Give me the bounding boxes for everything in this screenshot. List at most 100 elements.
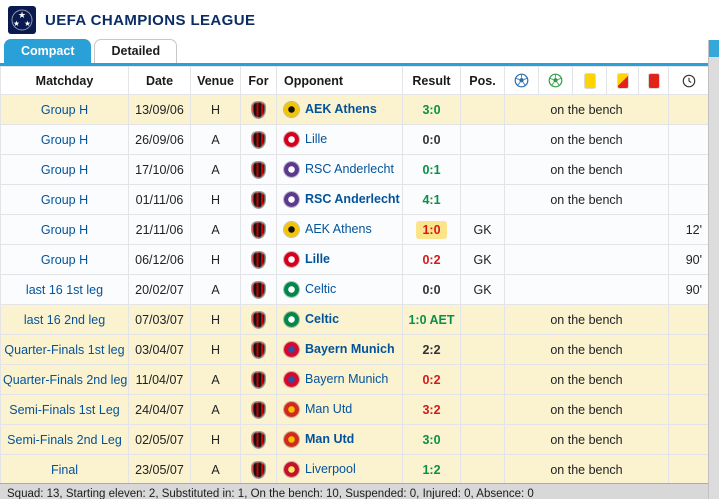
position: GK xyxy=(460,244,505,275)
page-header: ★ ★ ★ UEFA CHAMPIONS LEAGUE xyxy=(0,0,719,40)
position xyxy=(460,454,505,485)
uefa-champions-league-starball-logo: ★ ★ ★ xyxy=(8,6,36,34)
tab-detailed[interactable]: Detailed xyxy=(94,39,178,63)
venue-indicator: A xyxy=(190,454,241,485)
matchday-link[interactable]: Semi-Finals 2nd Leg xyxy=(7,432,122,447)
match-result: 1:0 AET xyxy=(408,312,455,327)
ac-milan-logo xyxy=(252,311,265,328)
matchday-link[interactable]: Group H xyxy=(40,252,89,267)
opponent-link[interactable]: AEK Athens xyxy=(305,221,372,236)
col-header-pos: Pos. xyxy=(460,66,505,95)
position: GK xyxy=(460,274,505,305)
opponent-link[interactable]: Man Utd xyxy=(305,431,355,446)
appearance-status xyxy=(504,274,669,305)
svg-text:★: ★ xyxy=(24,19,31,28)
table-row: Group H 06/12/06 H Lille 0:2 GK 90' xyxy=(0,244,709,275)
venue-indicator: H xyxy=(190,334,241,365)
opponent-link[interactable]: RSC Anderlecht xyxy=(305,191,400,206)
col-header-yellow-cards xyxy=(572,66,607,95)
vertical-scrollbar[interactable] xyxy=(708,40,719,499)
match-date: 17/10/06 xyxy=(128,154,191,185)
minutes-played xyxy=(668,94,709,125)
match-result: 1:2 xyxy=(422,462,441,477)
position xyxy=(460,124,505,155)
matchday-link[interactable]: Group H xyxy=(40,102,89,117)
opponent-logo xyxy=(284,342,299,358)
minutes-played: 90' xyxy=(668,244,709,275)
tab-compact[interactable]: Compact xyxy=(4,39,92,63)
match-date: 06/12/06 xyxy=(128,244,191,275)
matchday-link[interactable]: Quarter-Finals 1st leg xyxy=(4,342,125,357)
matchday-link[interactable]: Final xyxy=(50,462,79,477)
match-date: 20/02/07 xyxy=(128,274,191,305)
opponent-link[interactable]: Liverpool xyxy=(305,461,356,476)
opponent-logo xyxy=(284,222,299,238)
match-result: 0:0 xyxy=(422,132,441,147)
goals-ball-icon xyxy=(514,73,529,88)
opponent-link[interactable]: Celtic xyxy=(305,311,340,326)
opponent-link[interactable]: Man Utd xyxy=(305,401,353,416)
match-date: 24/04/07 xyxy=(128,394,191,425)
match-result: 0:0 xyxy=(422,282,441,297)
table-row: Group H 26/09/06 A Lille 0:0 on the benc… xyxy=(0,124,709,155)
venue-indicator: H xyxy=(190,304,241,335)
minutes-played xyxy=(668,184,709,215)
matchday-link[interactable]: Group H xyxy=(40,192,89,207)
match-date: 23/05/07 xyxy=(128,454,191,485)
match-result: 0:2 xyxy=(422,252,441,267)
table-row: last 16 2nd leg 07/03/07 H Celtic 1:0 AE… xyxy=(0,304,709,335)
opponent-logo xyxy=(284,462,299,478)
ac-milan-logo xyxy=(252,431,265,448)
opponent-logo xyxy=(284,192,299,208)
opponent-logo xyxy=(284,282,299,298)
minutes-played: 90' xyxy=(668,274,709,305)
matchday-link[interactable]: Group H xyxy=(40,222,89,237)
col-header-red-cards xyxy=(638,66,669,95)
venue-indicator: A xyxy=(190,154,241,185)
tab-bar: Compact Detailed xyxy=(0,39,719,66)
appearance-status: on the bench xyxy=(504,334,669,365)
opponent-logo xyxy=(284,132,299,148)
opponent-link[interactable]: Lille xyxy=(305,251,331,266)
table-row: last 16 1st leg 20/02/07 A Celtic 0:0 GK… xyxy=(0,274,709,305)
assist-ball-icon xyxy=(548,73,563,88)
opponent-link[interactable]: Celtic xyxy=(305,281,337,296)
appearance-status: on the bench xyxy=(504,304,669,335)
venue-indicator: A xyxy=(190,394,241,425)
matchday-link[interactable]: last 16 1st leg xyxy=(25,282,104,297)
ac-milan-logo xyxy=(252,131,265,148)
scrollbar-thumb[interactable] xyxy=(709,40,719,57)
opponent-link[interactable]: Bayern Munich xyxy=(305,371,389,386)
season-summary: Squad: 13, Starting eleven: 2, Substitut… xyxy=(7,488,534,499)
appearance-status: on the bench xyxy=(504,94,669,125)
position xyxy=(460,184,505,215)
matchday-link[interactable]: Semi-Finals 1st Leg xyxy=(9,402,120,417)
minutes-played xyxy=(668,394,709,425)
table-row: Group H 17/10/06 A RSC Anderlecht 0:1 on… xyxy=(0,154,709,185)
matchday-link[interactable]: Quarter-Finals 2nd leg xyxy=(3,372,128,387)
page-title: UEFA CHAMPIONS LEAGUE xyxy=(45,11,256,29)
venue-indicator: H xyxy=(190,424,241,455)
appearance-status: on the bench xyxy=(504,424,669,455)
appearance-status: on the bench xyxy=(504,154,669,185)
opponent-link[interactable]: Bayern Munich xyxy=(305,341,395,356)
matchday-link[interactable]: last 16 2nd leg xyxy=(23,312,106,327)
opponent-link[interactable]: RSC Anderlecht xyxy=(305,161,394,176)
ac-milan-logo xyxy=(252,401,265,418)
table-row: Final 23/05/07 A Liverpool 1:2 on the be… xyxy=(0,454,709,485)
col-header-minutes xyxy=(668,66,709,95)
opponent-link[interactable]: Lille xyxy=(305,131,328,146)
opponent-logo xyxy=(284,432,299,448)
matchday-link[interactable]: Group H xyxy=(40,162,89,177)
match-date: 26/09/06 xyxy=(128,124,191,155)
minutes-played xyxy=(668,424,709,455)
table-row: Group H 01/11/06 H RSC Anderlecht 4:1 on… xyxy=(0,184,709,215)
opponent-link[interactable]: AEK Athens xyxy=(305,101,377,116)
table-row: Quarter-Finals 2nd leg 11/04/07 A Bayern… xyxy=(0,364,709,395)
red-card-icon xyxy=(648,73,659,88)
position xyxy=(460,304,505,335)
position xyxy=(460,154,505,185)
matchday-link[interactable]: Group H xyxy=(40,132,89,147)
position: GK xyxy=(460,214,505,245)
yellow-red-card-icon xyxy=(617,73,628,88)
